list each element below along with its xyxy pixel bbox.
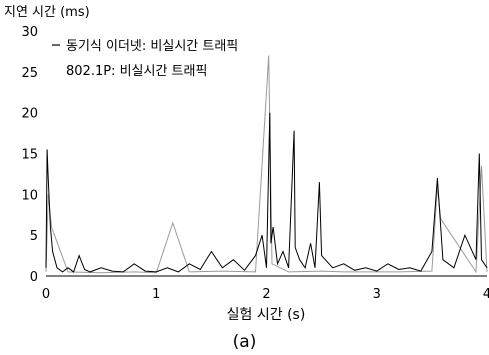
- y-tick-label: 15: [21, 148, 38, 163]
- y-tick-label: 5: [30, 229, 38, 244]
- series-line-1: [45, 112, 488, 273]
- x-tick-label: 0: [42, 287, 50, 302]
- y-tick-label: 0: [30, 270, 38, 285]
- x-axis-label: 실험 시간 (s): [227, 307, 306, 323]
- x-tick-label: 2: [262, 287, 270, 302]
- figure-caption: (a): [232, 332, 257, 352]
- y-tick-labels: 0 5 10 15 20 25 30: [21, 25, 38, 285]
- series-line-2: [45, 55, 488, 274]
- x-tick-label: 3: [373, 287, 381, 302]
- y-tick-label: 20: [21, 107, 38, 122]
- x-tick-label: 4: [483, 287, 489, 302]
- y-tick-label: 10: [21, 188, 38, 203]
- y-axis-label: 지연 시간 (ms): [4, 5, 90, 20]
- series-layer: [45, 55, 488, 274]
- legend-label-series-1: 동기식 이더넷: 비실시간 트래픽: [66, 39, 238, 54]
- legend: 동기식 이더넷: 비실시간 트래픽 802.1P: 비실시간 트래픽: [52, 39, 238, 79]
- x-tick-label: 1: [152, 287, 160, 302]
- y-tick-label: 25: [21, 66, 38, 81]
- y-tick-label: 30: [21, 25, 38, 40]
- x-tick-labels: 0 1 2 3 4: [42, 287, 489, 302]
- legend-label-series-2: 802.1P: 비실시간 트래픽: [66, 64, 207, 79]
